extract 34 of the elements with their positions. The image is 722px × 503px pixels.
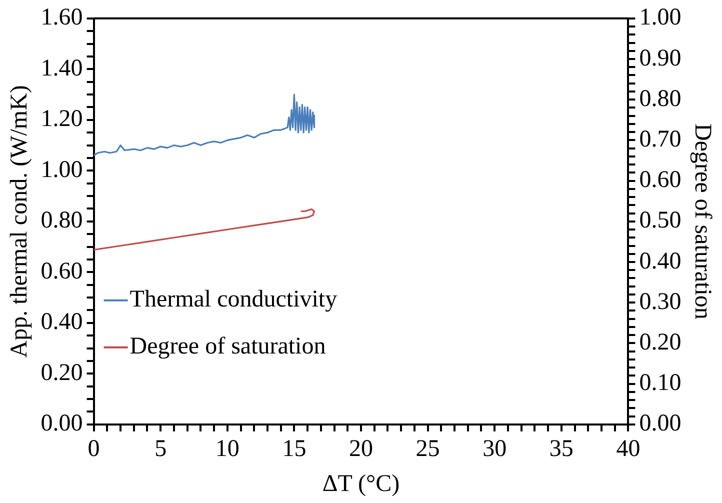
y-tick-label: 0.40 bbox=[40, 309, 83, 336]
y2-axis-title: Degree of saturation bbox=[689, 123, 716, 320]
y-tick-label: 1.60 bbox=[40, 4, 83, 31]
x-tick-label: 25 bbox=[416, 436, 440, 462]
y-tick-label: 0.60 bbox=[40, 258, 83, 284]
y2-tick-label: 0.10 bbox=[639, 370, 682, 396]
y-tick-label: 1.40 bbox=[40, 55, 83, 82]
x-tick-label: 30 bbox=[482, 436, 507, 462]
x-tick-label: 35 bbox=[549, 436, 574, 462]
x-tick-label: 20 bbox=[349, 436, 373, 462]
legend-label: Thermal conductivity bbox=[130, 286, 338, 313]
y2-tick-label: 0.80 bbox=[639, 86, 682, 112]
x-tick-label: 5 bbox=[154, 436, 167, 462]
x-tick-label: 15 bbox=[282, 436, 306, 462]
x-tick-label: 40 bbox=[616, 436, 640, 462]
legend-label: Degree of saturation bbox=[130, 334, 326, 360]
y2-tick-label: 0.20 bbox=[639, 329, 682, 356]
y2-tick-label: 0.40 bbox=[639, 248, 682, 274]
y-tick-label: 1.20 bbox=[40, 106, 83, 132]
y2-tick-label: 1.00 bbox=[639, 4, 682, 31]
y-axis-title: App. thermal cond. (W/mK) bbox=[6, 85, 33, 358]
x-tick-label: 0 bbox=[88, 436, 100, 462]
x-tick-label: 10 bbox=[215, 436, 240, 462]
y2-tick-label: 0.90 bbox=[639, 45, 682, 72]
y2-tick-label: 0.50 bbox=[639, 208, 682, 234]
y-tick-label: 0.80 bbox=[40, 208, 83, 234]
x-axis-title: ΔT (°C) bbox=[322, 470, 400, 497]
y-tick-label: 0.00 bbox=[40, 410, 83, 437]
y2-tick-label: 0.00 bbox=[639, 410, 682, 437]
y-tick-label: 0.20 bbox=[40, 360, 83, 386]
y2-tick-label: 0.30 bbox=[639, 288, 682, 315]
y2-tick-label: 0.60 bbox=[639, 167, 682, 194]
y-tick-label: 1.00 bbox=[40, 156, 83, 183]
y2-tick-label: 0.70 bbox=[639, 126, 682, 152]
